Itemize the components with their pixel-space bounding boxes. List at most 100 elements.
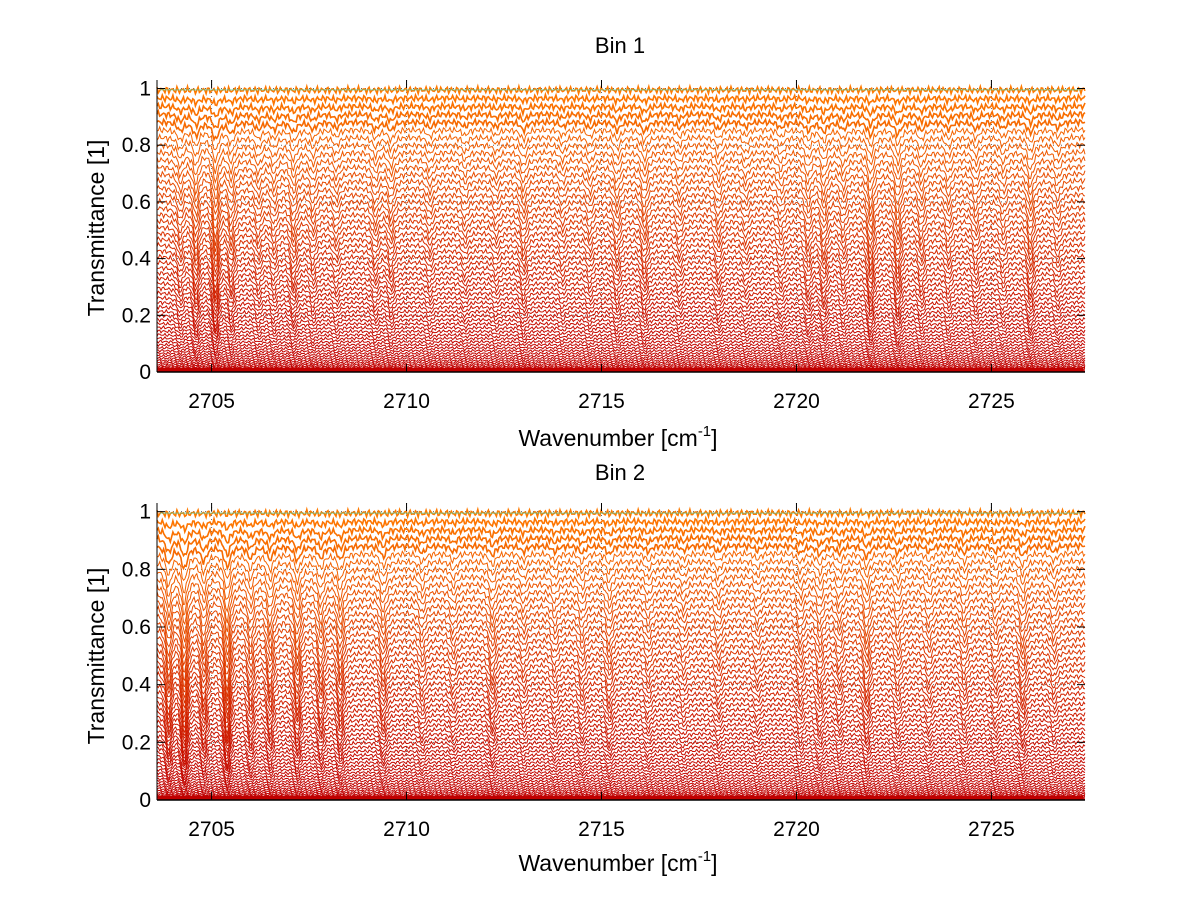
x-tick-label: 2710 — [383, 390, 430, 413]
series-line-48 — [156, 601, 1086, 650]
series-line-36 — [156, 678, 1086, 724]
y-tick-labels: 0 0.2 0.4 0.6 0.8 1 — [122, 501, 152, 812]
series-line-15 — [156, 772, 1086, 786]
series-line-53 — [156, 564, 1086, 606]
x-axis-label: Wavenumber [cm-1] — [518, 848, 717, 876]
series-line-25 — [156, 735, 1086, 764]
series-line-27 — [156, 726, 1086, 758]
series-line-49 — [156, 170, 1086, 209]
series-line-27 — [156, 299, 1086, 323]
series-line-36 — [156, 253, 1086, 289]
series-line-18 — [156, 762, 1086, 780]
series-line-51 — [156, 579, 1086, 626]
series-line-24 — [156, 312, 1086, 334]
series-line-45 — [156, 621, 1086, 673]
x-tick-label: 2705 — [188, 818, 235, 841]
series-line-30 — [156, 285, 1086, 312]
series-line-52 — [156, 571, 1086, 616]
series-line-57 — [156, 531, 1086, 559]
series-line-56 — [156, 116, 1086, 142]
series-line-7 — [156, 792, 1086, 798]
y-tick-label: 1 — [139, 78, 151, 101]
series-line-59 — [156, 515, 1086, 535]
series-line-59 — [156, 91, 1086, 109]
series-line-12 — [156, 353, 1086, 361]
series-line-41 — [156, 648, 1086, 700]
series-line-17 — [156, 339, 1086, 351]
series-line-8 — [156, 362, 1086, 368]
y-tick-label: 0 — [139, 789, 151, 812]
series-line-22 — [156, 747, 1086, 771]
series-line-58 — [156, 99, 1086, 118]
y-tick-label: 0.6 — [122, 616, 151, 639]
series-line-32 — [156, 274, 1086, 305]
series-line-44 — [156, 204, 1086, 247]
chart-title: Bin 1 — [595, 33, 645, 58]
series-line-30 — [156, 711, 1086, 747]
series-line-29 — [156, 716, 1086, 749]
y-tick-label: 0.8 — [122, 134, 151, 157]
series-line-47 — [156, 608, 1086, 660]
series-line-9 — [156, 788, 1086, 796]
x-tick-label: 2715 — [578, 818, 625, 841]
series-line-38 — [156, 241, 1086, 278]
series-line-12 — [156, 781, 1086, 790]
series-line-25 — [156, 308, 1086, 332]
x-tick-label: 2720 — [773, 818, 820, 841]
series-line-49 — [156, 594, 1086, 643]
series-line-48 — [156, 176, 1086, 216]
series-line-58 — [156, 522, 1086, 546]
series-line-32 — [156, 701, 1086, 739]
y-tick-label: 0.8 — [122, 558, 151, 581]
series-line-33 — [156, 695, 1086, 737]
series-group — [156, 83, 1086, 373]
series-line-7 — [156, 364, 1086, 369]
series-line-31 — [156, 706, 1086, 743]
series-line-24 — [156, 739, 1086, 766]
y-tick-labels: 0 0.2 0.4 0.6 0.8 1 — [122, 78, 152, 384]
x-tick-label: 2705 — [188, 390, 235, 413]
series-line-55 — [156, 124, 1086, 151]
series-line-17 — [156, 766, 1086, 781]
x-tick-label: 2725 — [968, 818, 1015, 841]
y-tick-label: 0.6 — [122, 191, 151, 214]
series-line-46 — [156, 190, 1086, 229]
series-line-10 — [156, 358, 1086, 365]
series-line-42 — [156, 216, 1086, 258]
series-line-54 — [156, 132, 1086, 164]
series-line-22 — [156, 320, 1086, 339]
series-line-37 — [156, 247, 1086, 282]
series-line-9 — [156, 360, 1086, 367]
x-axis-label: Wavenumber [cm-1] — [518, 423, 717, 451]
series-line-21 — [156, 324, 1086, 340]
series-line-14 — [156, 348, 1086, 357]
series-line-50 — [156, 162, 1086, 200]
series-line-34 — [156, 264, 1086, 299]
series-line-19 — [156, 332, 1086, 346]
series-line-10 — [156, 786, 1086, 793]
series-line-54 — [156, 556, 1086, 594]
series-line-15 — [156, 345, 1086, 356]
series-line-40 — [156, 655, 1086, 704]
series-line-13 — [156, 778, 1086, 789]
y-tick-label: 0.4 — [122, 674, 152, 697]
series-line-18 — [156, 335, 1086, 348]
series-line-38 — [156, 666, 1086, 714]
axes-frame — [156, 503, 1085, 801]
series-line-40 — [156, 229, 1086, 268]
x-tick-label: 2720 — [773, 390, 820, 413]
series-line-23 — [156, 744, 1086, 768]
series-line-20 — [156, 328, 1086, 343]
series-line-56 — [156, 539, 1086, 572]
series-line-35 — [156, 684, 1086, 730]
y-axis-label: Transmittance [1] — [83, 140, 109, 317]
series-line-50 — [156, 587, 1086, 635]
y-tick-label: 0.2 — [122, 304, 151, 327]
series-line-43 — [156, 210, 1086, 252]
series-line-57 — [156, 108, 1086, 131]
series-line-43 — [156, 636, 1086, 688]
subplot-bin-2: Bin 2 2705 2710 2715 2720 2725 0 0.2 0.4 0.6 0.8… — [83, 460, 1086, 876]
series-line-33 — [156, 269, 1086, 303]
series-line-28 — [156, 721, 1086, 755]
